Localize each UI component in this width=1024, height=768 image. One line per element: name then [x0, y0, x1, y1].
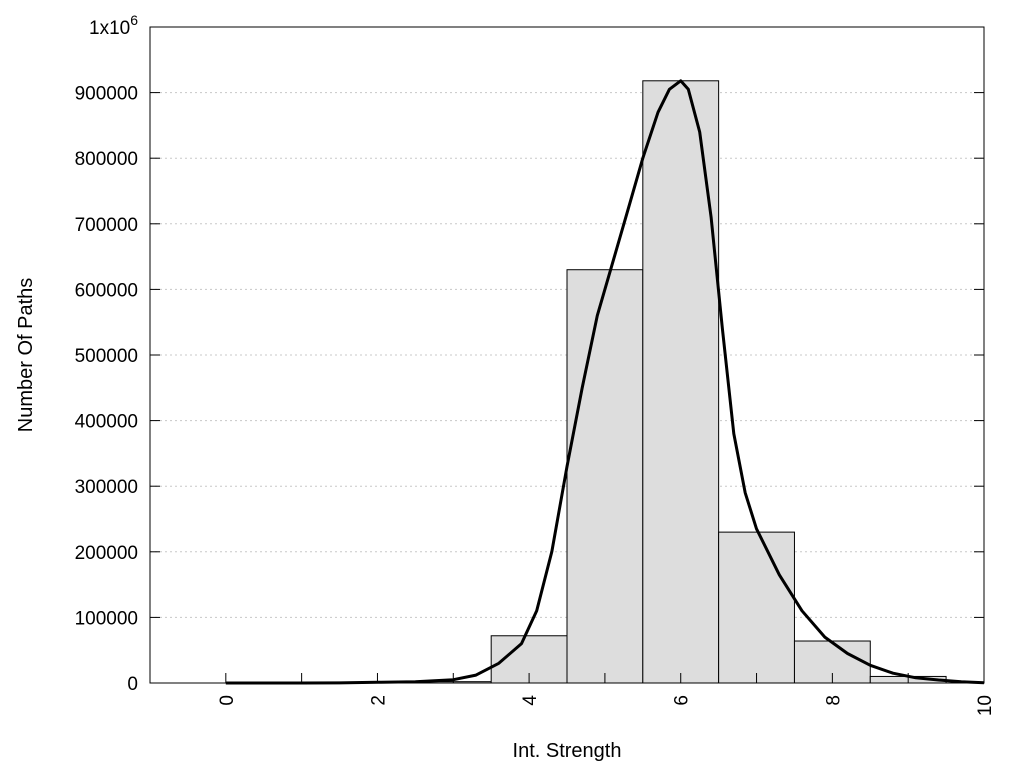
- y-axis-title: Number Of Paths: [15, 278, 37, 433]
- y-tick-labels: 0 100000 200000 300000 400000 500000 600000 700…: [75, 12, 139, 695]
- fit-curve: [225, 79, 985, 685]
- y-tick-label-0: 0: [127, 674, 138, 695]
- y-tick-exponent: 6: [130, 12, 138, 28]
- y-tick-label-7: 700000: [75, 215, 138, 236]
- y-tick-label-6: 600000: [75, 280, 138, 301]
- x-tick-labels: 0 2 4 6 8 10: [217, 695, 996, 717]
- x-tick-label-0: 0: [217, 695, 238, 706]
- y-tick-label-3: 300000: [75, 477, 138, 498]
- x-tick-label-4: 8: [823, 695, 844, 706]
- x-tick-label-1: 2: [368, 695, 389, 706]
- x-tick-label-5: 10: [975, 695, 996, 716]
- x-tick-label-2: 4: [520, 695, 541, 706]
- y-tick-label-5: 500000: [75, 346, 138, 367]
- y-tick-label-8: 800000: [75, 149, 138, 170]
- plot-frame: [149, 26, 985, 684]
- y-tick-label-9: 900000: [75, 84, 138, 105]
- x-tick-label-3: 6: [672, 695, 693, 706]
- y-tick-label-4: 400000: [75, 412, 138, 433]
- bars: [414, 80, 947, 684]
- bar-6: [642, 80, 720, 684]
- y-tick-label-1: 100000: [75, 608, 138, 629]
- bar-7: [718, 531, 795, 684]
- bar-5: [566, 269, 644, 684]
- y-tick-label-2: 200000: [75, 543, 138, 564]
- y-tick-label-10: 1x106: [89, 12, 138, 39]
- x-axis-title: Int. Strength: [513, 740, 622, 762]
